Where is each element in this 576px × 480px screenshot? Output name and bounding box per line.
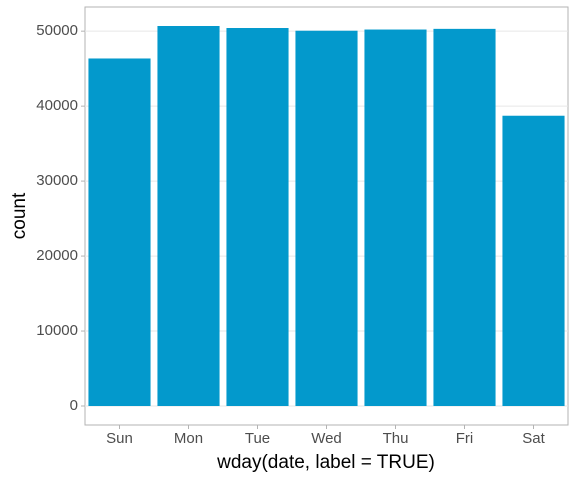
y-axis-title: count (9, 192, 30, 239)
x-tick-label: Mon (174, 430, 203, 447)
bar (295, 30, 358, 406)
bar (157, 26, 220, 406)
bar (226, 28, 289, 407)
x-tick-label: Sat (522, 430, 545, 447)
y-tick-label: 40000 (36, 97, 78, 114)
bar (88, 58, 151, 406)
x-tick-label: Tue (245, 430, 270, 447)
y-tick-label: 30000 (36, 172, 78, 189)
y-tick-label: 0 (70, 397, 78, 414)
y-tick-label: 50000 (36, 22, 78, 39)
bar (433, 28, 496, 407)
x-tick-label: Fri (456, 430, 474, 447)
bar (364, 29, 427, 406)
x-tick-label: Sun (106, 430, 133, 447)
y-tick-label: 20000 (36, 247, 78, 264)
x-axis-title: wday(date, label = TRUE) (216, 452, 435, 473)
x-tick-label: Thu (383, 430, 409, 447)
bar (502, 115, 565, 406)
x-tick-label: Wed (311, 430, 342, 447)
y-tick-label: 10000 (36, 322, 78, 339)
